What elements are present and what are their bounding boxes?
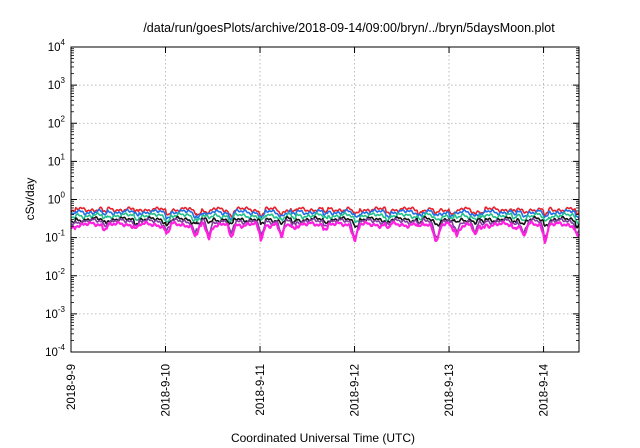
x-tick-label: 2018-9-14 (539, 363, 551, 416)
y-tick-label: 100 (48, 191, 66, 207)
x-tick-label: 2018-9-13 (444, 364, 456, 416)
series-line (70, 212, 580, 225)
x-axis-label: Coordinated Universal Time (UTC) (231, 431, 415, 445)
x-axis: 2018-9-9 2018-9-10 2018-9-11 2018-9-12 2018-… (66, 47, 551, 416)
grid (71, 47, 579, 352)
series-line (70, 206, 580, 220)
y-tick-label: 10-2 (45, 267, 65, 283)
y-tick-label: 10-3 (45, 305, 65, 321)
series-line (70, 208, 580, 221)
series-layer (70, 206, 581, 244)
series-line (70, 220, 581, 244)
x-tick-label: 2018-9-11 (255, 364, 267, 416)
y-tick-label: 103 (48, 76, 66, 92)
y-axis: 10-4 10-3 10-2 10-1 100 101 102 103 104 (45, 38, 579, 359)
y-tick-label: 10-4 (45, 343, 65, 359)
x-tick-label: 2018-9-12 (350, 364, 362, 416)
x-tick-label: 2018-9-9 (66, 364, 78, 410)
y-tick-label: 104 (48, 38, 66, 54)
y-axis-label: cSv/day (23, 178, 37, 221)
y-tick-label: 102 (48, 114, 66, 130)
y-tick-label: 10-1 (45, 229, 65, 245)
x-tick-label: 2018-9-10 (161, 364, 173, 416)
y-tick-label: 101 (48, 152, 66, 168)
chart-title: /data/run/goesPlots/archive/2018-09-14/0… (143, 21, 555, 35)
